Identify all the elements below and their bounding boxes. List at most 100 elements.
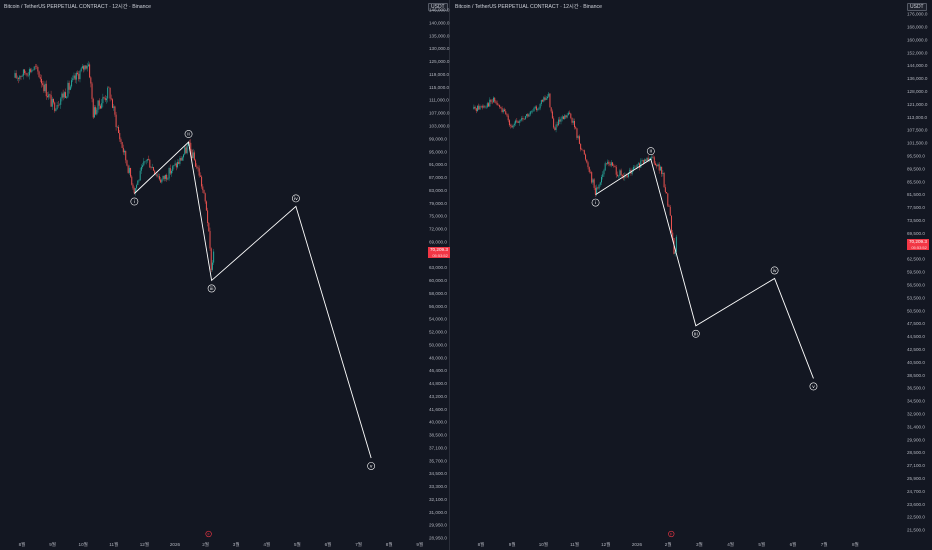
wave-label-iii[interactable]: iii — [691, 329, 700, 338]
candle-body — [20, 75, 22, 77]
wave-label-v[interactable]: v — [367, 462, 376, 470]
candle-body — [669, 206, 671, 216]
candle-body — [555, 124, 557, 130]
candle-body — [564, 115, 566, 120]
wave-label-iii[interactable]: iii — [207, 284, 216, 293]
candle-body — [674, 251, 676, 254]
y-tick-label: 140,000.0 — [429, 20, 450, 25]
candle-body — [132, 184, 134, 189]
y-tick-label: 168,000.0 — [907, 25, 928, 30]
bar-countdown: 05:53:52 — [432, 252, 448, 258]
price-chart-left[interactable]: 146,000.0 140,000.0 135,000.0 130,000.0 125,… — [0, 0, 450, 550]
candle-body — [664, 187, 666, 193]
candle-body — [63, 92, 65, 98]
candle-body — [612, 162, 614, 166]
candle-body — [85, 65, 87, 69]
wave-label-i[interactable]: i — [130, 197, 139, 206]
candle-body — [148, 159, 150, 160]
wave-label-iv[interactable]: iv — [291, 194, 300, 203]
candle-body — [551, 111, 553, 119]
candle-body — [605, 163, 607, 164]
candle-body — [505, 111, 507, 115]
wave-label-ii[interactable]: ii — [646, 147, 655, 156]
y-tick-label: 59,500.0 — [907, 270, 925, 275]
candle-body — [175, 163, 177, 168]
candle-body — [598, 184, 600, 189]
candle-body — [140, 166, 142, 171]
y-tick-label: 95,000.0 — [429, 149, 447, 154]
chart-title: Bitcoin / TetherUS PERPETUAL CONTRACT · … — [4, 4, 151, 10]
candle-body — [663, 172, 665, 188]
candle-body — [103, 97, 105, 98]
event-marker[interactable]: F — [205, 530, 212, 538]
candle-body — [475, 108, 477, 112]
x-tick-label: 7월 — [821, 541, 828, 548]
candle-body — [98, 100, 100, 106]
candle-body — [474, 106, 476, 109]
candle-body — [533, 108, 535, 112]
wave-label-circle — [207, 284, 216, 293]
y-tick-label: 99,000.0 — [429, 136, 447, 141]
candle-body — [581, 149, 583, 150]
y-tick-label: 77,500.0 — [907, 205, 925, 210]
candle-body — [146, 159, 148, 161]
chart-panel-left[interactable]: Bitcoin / TetherUS PERPETUAL CONTRACT · … — [0, 0, 450, 550]
y-tick-label: 34,500.0 — [429, 471, 447, 476]
candle-body — [169, 167, 171, 174]
wave-label-text: i — [134, 199, 135, 205]
y-tick-label: 48,000.0 — [429, 355, 447, 360]
wave-label-iv[interactable]: iv — [770, 266, 779, 275]
y-tick-label: 37,100.0 — [429, 445, 447, 450]
candle-body — [614, 166, 616, 168]
candle-body — [50, 95, 52, 107]
candle-body — [61, 93, 63, 99]
wave-label-circle — [184, 130, 193, 138]
elliott-wave-line[interactable] — [134, 141, 372, 459]
candle-body — [636, 164, 638, 168]
candle-body — [163, 175, 165, 179]
event-marker[interactable]: F — [668, 530, 675, 538]
candle-body — [133, 188, 135, 193]
last-price-value: 70,209.3 — [430, 247, 448, 252]
candle-body — [646, 157, 648, 162]
candle-body — [185, 147, 187, 154]
candle-body — [191, 149, 193, 159]
elliott-wave-line[interactable] — [595, 158, 814, 379]
candle-body — [583, 150, 585, 155]
chart-panel-right[interactable]: Bitcoin / TetherUS PERPETUAL CONTRACT · … — [451, 0, 932, 550]
candle-body — [548, 93, 550, 97]
y-tick-label: 101,500.0 — [907, 141, 928, 146]
last-price-tag: 70,209.3 05:53:52 — [907, 239, 929, 250]
event-marker-circle — [205, 530, 212, 538]
candle-body — [562, 116, 564, 120]
y-tick-label: 160,000.0 — [907, 37, 928, 42]
y-tick-label: 32,100.0 — [429, 497, 447, 502]
candle-body — [603, 170, 605, 175]
wave-label-ii[interactable]: ii — [184, 130, 193, 138]
candle-body — [486, 103, 488, 108]
candle-body — [110, 98, 112, 100]
candle-body — [161, 179, 163, 183]
wave-label-v[interactable]: v — [809, 382, 818, 391]
candle-body — [624, 175, 626, 178]
currency-label[interactable]: USDT — [428, 3, 448, 11]
y-tick-label: 25,900.0 — [907, 476, 925, 481]
x-tick-label: 12월 — [140, 541, 149, 548]
x-tick-label: 8월 — [386, 541, 393, 548]
candle-body — [152, 167, 154, 171]
candle-body — [518, 120, 520, 123]
candle-body — [481, 106, 483, 108]
candle-body — [211, 262, 213, 270]
candle-body — [647, 157, 649, 161]
candle-body — [107, 87, 109, 99]
candle-body — [77, 72, 79, 74]
candle-body — [473, 106, 475, 110]
candle-body — [180, 158, 182, 161]
y-tick-label: 60,000.0 — [429, 278, 447, 283]
price-chart-right[interactable]: 176,000.0 168,000.0 160,000.0 152,000.0 144,… — [451, 0, 932, 550]
wave-label-i[interactable]: i — [591, 198, 600, 207]
candle-body — [31, 70, 33, 72]
currency-label[interactable]: USDT — [907, 3, 927, 11]
candle-body — [126, 160, 128, 166]
candle-body — [666, 192, 668, 194]
